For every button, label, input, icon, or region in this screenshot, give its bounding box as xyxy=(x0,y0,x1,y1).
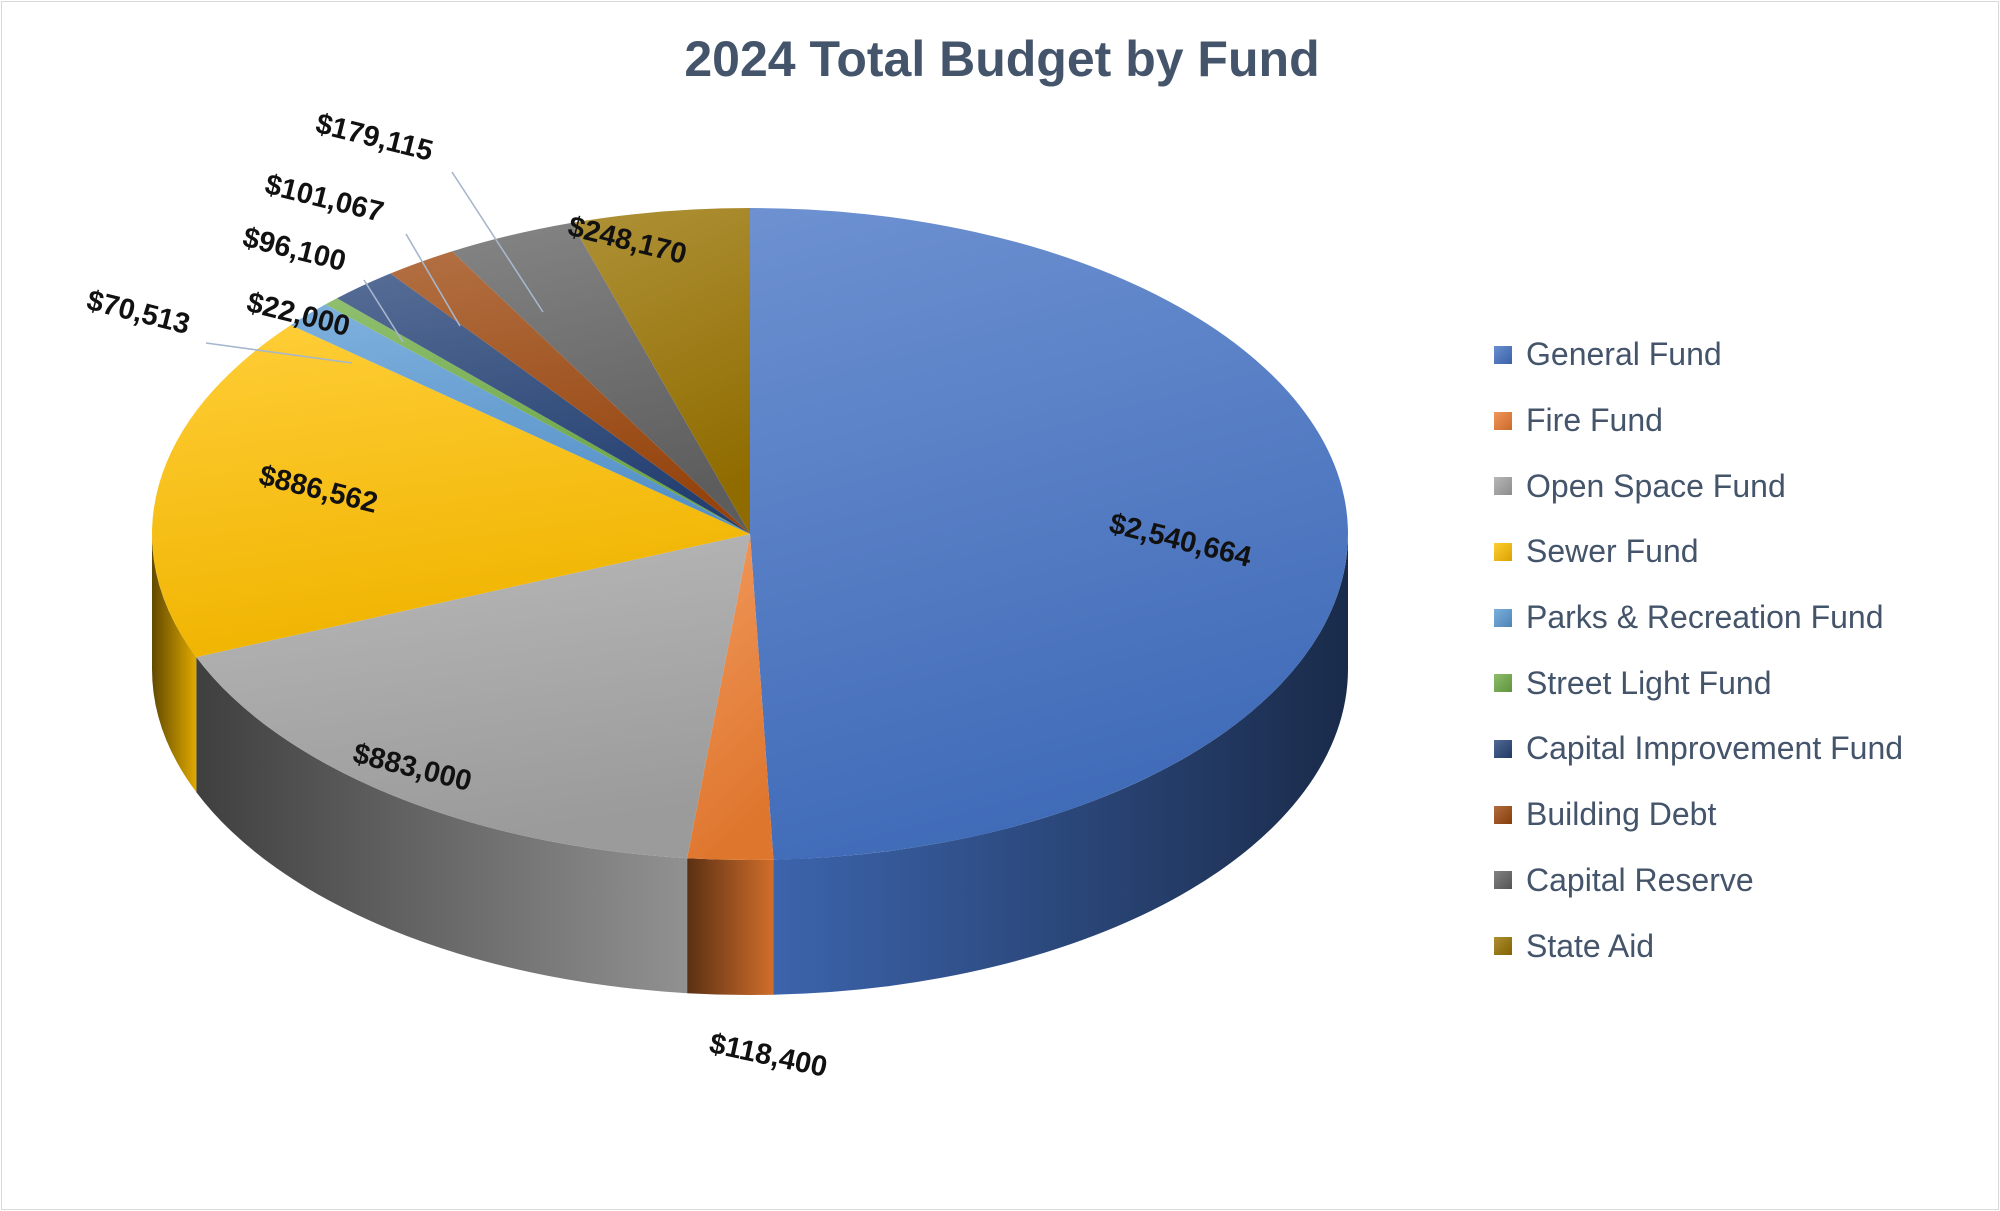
legend-item: Fire Fund xyxy=(1494,388,1903,454)
data-label-1: $118,400 xyxy=(707,1028,830,1084)
data-label-4: $70,513 xyxy=(84,284,193,340)
leader-line-8 xyxy=(451,171,544,313)
pie-slice-open-space-fund xyxy=(196,534,751,859)
legend-label: Capital Improvement Fund xyxy=(1526,730,1904,767)
legend-item: Capital Improvement Fund xyxy=(1494,716,1903,782)
legend-swatch xyxy=(1494,805,1512,824)
pie-side-2 xyxy=(196,657,688,994)
pie-side-3 xyxy=(152,534,197,793)
pie-slice-street-light-fund xyxy=(325,298,750,534)
legend-swatch xyxy=(1494,411,1512,430)
legend: General Fund Fire Fund Open Space Fund Sewe… xyxy=(1494,322,1903,979)
legend-item: Open Space Fund xyxy=(1494,453,1903,519)
leader-line-4 xyxy=(205,342,353,364)
legend-item: Building Debt xyxy=(1494,782,1903,848)
legend-label: Open Space Fund xyxy=(1526,467,1786,504)
legend-swatch xyxy=(1494,345,1512,364)
legend-item: State Aid xyxy=(1494,913,1903,979)
pie-slice-sewer-fund xyxy=(152,325,750,658)
pie-slice-parks-recreation-fund xyxy=(290,304,750,534)
legend-swatch xyxy=(1494,937,1512,956)
pie-slice-state-aid xyxy=(571,208,750,534)
leader-line-6 xyxy=(363,279,404,343)
pie-slice-building-debt xyxy=(390,251,750,534)
legend-label: Street Light Fund xyxy=(1526,664,1772,701)
legend-swatch xyxy=(1494,871,1512,890)
data-label-7: $101,067 xyxy=(262,169,387,229)
legend-item: General Fund xyxy=(1494,322,1903,388)
pie-side-1 xyxy=(687,858,774,995)
legend-label: Building Debt xyxy=(1526,796,1717,833)
legend-label: General Fund xyxy=(1526,336,1722,373)
pie-slice-general-fund xyxy=(750,208,1348,860)
legend-item: Parks & Recreation Fund xyxy=(1494,585,1903,651)
legend-swatch xyxy=(1494,739,1512,758)
legend-item: Street Light Fund xyxy=(1494,650,1903,716)
pie-side-0 xyxy=(773,534,1348,995)
legend-swatch xyxy=(1494,477,1512,496)
legend-item: Capital Reserve xyxy=(1494,848,1903,914)
leader-line-7 xyxy=(405,233,461,327)
pie-slice-capital-improvement-fund xyxy=(336,273,750,534)
data-label-8: $179,115 xyxy=(313,108,437,168)
pie-slice-capital-reserve xyxy=(451,222,750,535)
legend-label: State Aid xyxy=(1526,927,1655,964)
chart-title: 2024 Total Budget by Fund xyxy=(684,31,1320,87)
legend-item: Sewer Fund xyxy=(1494,519,1903,585)
legend-label: Parks & Recreation Fund xyxy=(1526,599,1884,636)
legend-swatch xyxy=(1494,608,1512,627)
legend-swatch xyxy=(1494,542,1512,561)
data-label-6: $96,100 xyxy=(240,221,349,277)
pie-slice-fire-fund xyxy=(687,534,774,860)
legend-label: Capital Reserve xyxy=(1526,861,1754,898)
legend-swatch xyxy=(1494,674,1512,693)
legend-label: Fire Fund xyxy=(1526,402,1663,439)
legend-label: Sewer Fund xyxy=(1526,533,1699,570)
